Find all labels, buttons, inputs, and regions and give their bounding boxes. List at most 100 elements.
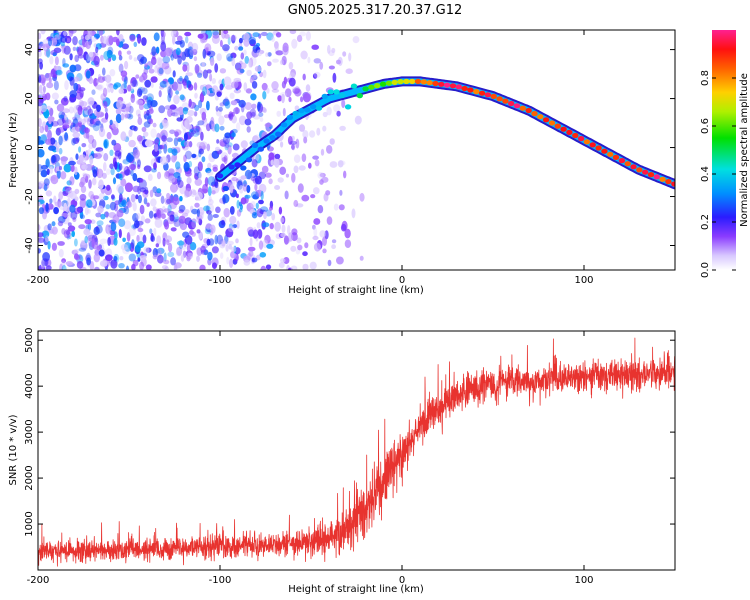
noise-blob <box>251 212 258 219</box>
snr-x-ticks: -200 -100 0 100 <box>27 331 594 586</box>
ridge-bead <box>292 110 299 116</box>
noise-blob <box>289 72 296 79</box>
noise-blob <box>168 242 173 253</box>
noise-blob <box>66 180 72 186</box>
noise-blob <box>314 159 320 167</box>
noise-blob <box>85 175 89 183</box>
noise-blob <box>179 75 183 82</box>
noise-blob <box>40 30 46 35</box>
noise-blob <box>72 36 78 46</box>
noise-blob <box>137 257 141 262</box>
noise-blob <box>131 263 136 270</box>
noise-blob <box>224 132 232 139</box>
noise-blob <box>64 80 69 91</box>
noise-blob <box>56 118 64 126</box>
noise-blob <box>111 120 119 130</box>
noise-blob <box>57 220 64 227</box>
noise-blob <box>43 178 50 186</box>
noise-blob <box>95 84 103 90</box>
noise-blob <box>38 75 42 84</box>
ridge-bead <box>251 142 259 148</box>
noise-blob <box>98 127 106 138</box>
noise-blob <box>103 153 109 162</box>
noise-blob <box>177 179 184 189</box>
noise-blob <box>127 113 134 120</box>
y-tick-label: 4000 <box>24 373 35 398</box>
noise-blob <box>138 103 144 111</box>
noise-blob <box>298 165 306 171</box>
noise-blob <box>122 237 126 242</box>
noise-blob <box>317 205 324 214</box>
noise-blob <box>128 253 136 262</box>
noise-blob <box>219 83 224 91</box>
noise-blob <box>63 119 72 125</box>
noise-blob <box>154 218 163 228</box>
noise-blob <box>183 140 190 148</box>
noise-blob <box>109 69 116 77</box>
noise-blob <box>74 238 78 247</box>
ridge-bead <box>548 120 556 126</box>
ridge-bead <box>240 165 247 171</box>
noise-blob <box>195 123 200 132</box>
noise-blob <box>206 69 212 74</box>
ridge-bead <box>385 80 393 86</box>
noise-blob <box>206 143 211 152</box>
noise-blob <box>118 163 123 171</box>
noise-blob <box>86 257 91 266</box>
noise-blob <box>133 126 138 132</box>
noise-blob <box>178 215 186 224</box>
noise-blob <box>175 161 181 170</box>
noise-blob <box>240 103 245 113</box>
noise-blob <box>342 51 347 57</box>
noise-blob <box>254 65 262 72</box>
noise-blob <box>215 206 221 214</box>
noise-blob <box>248 250 254 257</box>
ridge-bead <box>374 83 381 89</box>
noise-blob <box>236 199 240 209</box>
noise-blob <box>164 47 173 57</box>
ridge-bead <box>589 142 596 148</box>
noise-blob <box>340 223 347 232</box>
noise-blob <box>282 107 286 117</box>
spectrogram-y-ticks: -40 -20 0 20 40 <box>24 43 675 254</box>
noise-blob <box>291 172 296 183</box>
noise-blob <box>79 89 84 98</box>
noise-blob <box>154 65 158 74</box>
noise-blob <box>254 183 258 191</box>
noise-blob <box>310 194 316 199</box>
noise-blob <box>175 110 180 118</box>
noise-blob <box>105 211 109 219</box>
noise-blob <box>320 148 325 156</box>
noise-blob <box>191 42 199 53</box>
noise-blob <box>77 117 82 123</box>
noise-blob <box>150 198 157 207</box>
noise-blob <box>233 77 242 83</box>
noise-blob <box>163 208 171 213</box>
noise-blob <box>243 49 247 56</box>
noise-blob <box>72 46 77 52</box>
noise-blob <box>155 46 160 54</box>
spectrogram-frame <box>37 29 676 271</box>
noise-blob <box>176 81 183 92</box>
noise-blob <box>312 73 318 79</box>
noise-blob <box>216 139 220 144</box>
noise-blob <box>113 84 118 90</box>
noise-blob <box>127 84 132 92</box>
noise-blob <box>305 31 311 41</box>
ridge-bead <box>484 92 492 98</box>
noise-blob <box>230 177 236 186</box>
colorbar-tick-label: 0.6 <box>700 118 711 134</box>
noise-blob <box>92 169 98 178</box>
ridge-bead <box>496 96 503 102</box>
y-tick-label: 1000 <box>24 511 35 536</box>
noise-blob <box>53 207 59 215</box>
ridge-bead <box>350 83 358 89</box>
noise-blob <box>173 265 178 270</box>
noise-blob <box>226 240 234 246</box>
noise-blob <box>87 108 94 117</box>
noise-blob <box>222 98 230 106</box>
noise-blob <box>91 177 97 186</box>
noise-blob <box>40 169 48 178</box>
noise-blob <box>145 247 152 253</box>
